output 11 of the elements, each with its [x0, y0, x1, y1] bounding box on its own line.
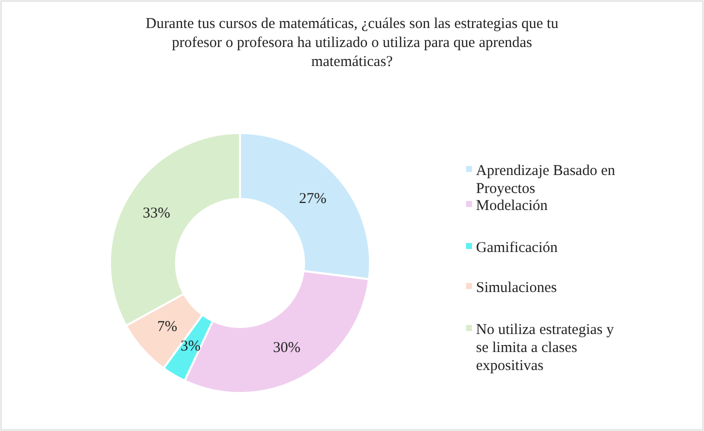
legend-label: No utiliza estrategias y se limita a clases expositivas: [476, 322, 614, 374]
chart-title: Durante tus cursos de matemáticas, ¿cuáles son las estrategias que tu profesor o profesora ha utilizado o utiliza para que aprendas matemáticas?: [146, 16, 559, 70]
legend-label: Gamificación: [476, 240, 558, 256]
data-label: 33%: [142, 206, 170, 222]
data-label: 30%: [272, 340, 300, 356]
legend-label: Modelación: [476, 198, 548, 214]
data-label: 7%: [157, 319, 178, 336]
legend-label: Aprendizaje Basado en Proyectos: [476, 163, 616, 197]
legend-label: Simulaciones: [476, 280, 557, 296]
data-label: 27%: [299, 190, 327, 207]
data-label: 3%: [180, 338, 201, 354]
